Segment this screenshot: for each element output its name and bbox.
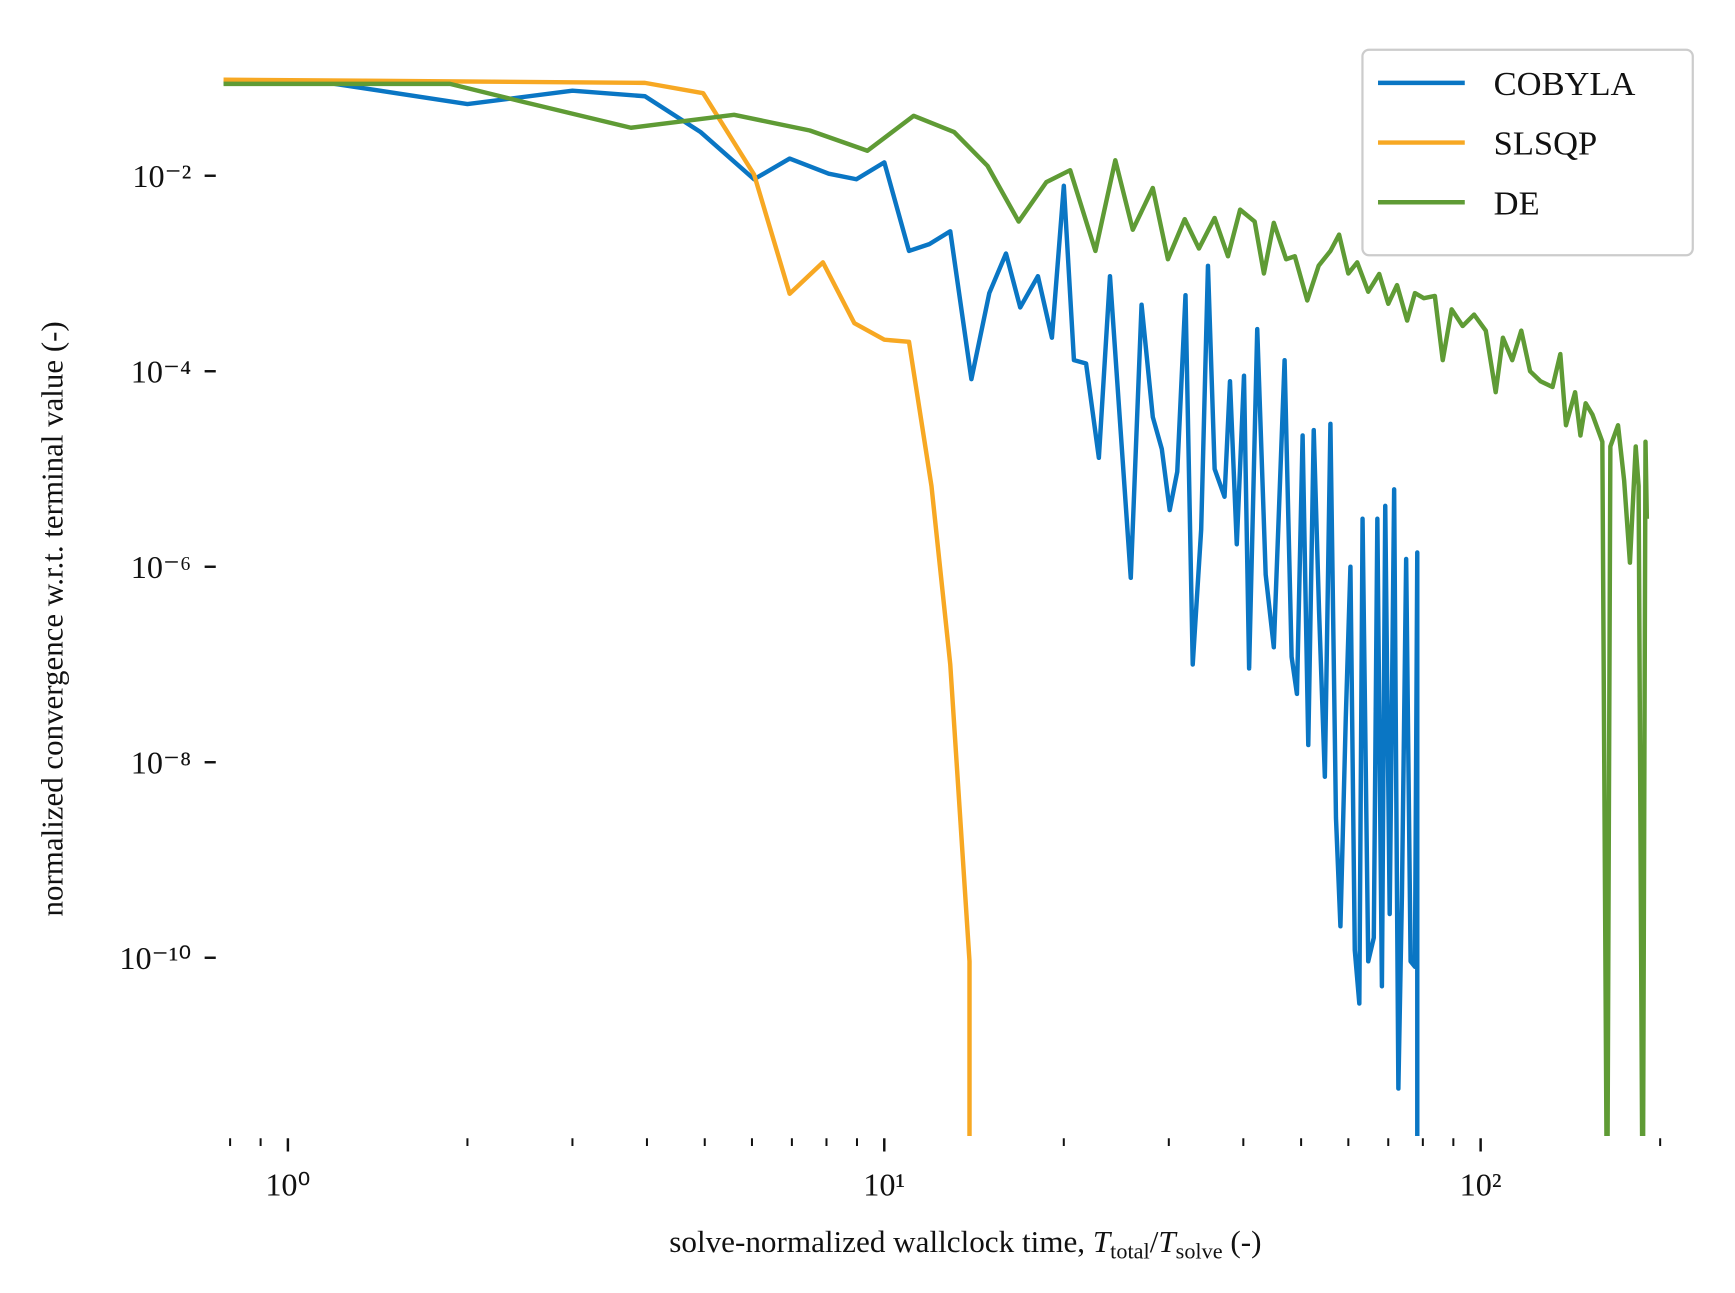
x-axis-label-part: T <box>1158 1224 1178 1259</box>
x-axis-label-part: solve <box>1176 1239 1223 1264</box>
x-axis-label-part: total <box>1110 1239 1150 1264</box>
x-tick-label: 10¹ <box>863 1167 905 1203</box>
y-axis-label: normalized convergence w.r.t. terminal v… <box>34 321 69 916</box>
x-axis-label: solve-normalized wallclock time, Ttotal/… <box>669 1224 1261 1264</box>
y-tick-label: 10⁻¹⁰ <box>119 940 191 976</box>
legend-label: DE <box>1494 184 1540 222</box>
plot-root: 10⁻² 10⁻⁴ 10⁻⁶ 10⁻⁸ 10⁻¹⁰ 10⁰ 10¹ 10² normalized… <box>34 48 1694 1264</box>
y-tick-label: 10⁻² <box>132 158 191 194</box>
x-tick-label: 10² <box>1460 1167 1502 1203</box>
x-axis-label-part: T <box>1093 1224 1113 1259</box>
legend-label: SLSQP <box>1494 125 1597 163</box>
y-tick-label: 10⁻⁶ <box>131 549 192 585</box>
x-axis-label-part: solve-normalized wallclock time, <box>669 1224 1093 1259</box>
legend-label: COBYLA <box>1494 65 1636 103</box>
x-tick-label: 10⁰ <box>265 1167 310 1203</box>
y-tick-label: 10⁻⁸ <box>131 744 192 780</box>
x-axis-label-part: / <box>1150 1224 1159 1259</box>
y-tick-label: 10⁻⁴ <box>131 353 192 389</box>
series-line <box>223 80 1420 1137</box>
series-line <box>223 77 972 1137</box>
x-axis-label-part: (-) <box>1223 1224 1262 1259</box>
series-line <box>223 81 1650 1137</box>
